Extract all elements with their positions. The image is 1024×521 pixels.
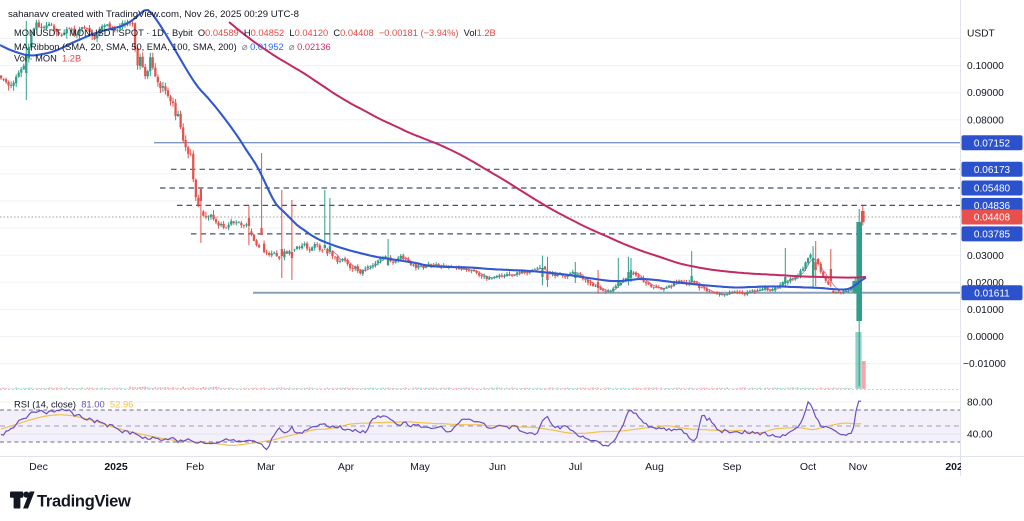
svg-text:Sep: Sep: [723, 461, 742, 473]
svg-text:Aug: Aug: [645, 461, 664, 473]
svg-text:Dec: Dec: [29, 461, 48, 473]
svg-text:0.03785: 0.03785: [974, 230, 1011, 241]
svg-text:0.01611: 0.01611: [974, 289, 1010, 300]
svg-text:0.07152: 0.07152: [974, 138, 1011, 149]
svg-text:0.10000: 0.10000: [967, 61, 1004, 72]
svg-text:40.00: 40.00: [967, 430, 993, 441]
svg-text:0.03000: 0.03000: [967, 251, 1004, 262]
svg-text:Jun: Jun: [489, 461, 506, 473]
svg-text:0.08000: 0.08000: [967, 115, 1004, 126]
svg-text:Mar: Mar: [257, 461, 276, 473]
svg-text:TradingView: TradingView: [37, 493, 131, 511]
svg-text:−0.01000: −0.01000: [963, 359, 1006, 370]
svg-text:sahanavv created with TradingV: sahanavv created with TradingView.com, N…: [8, 9, 299, 20]
svg-text:MONUSDT · MONUSDT SPOT · 1D ·: MONUSDT · MONUSDT SPOT · 1D · Bybit O0.0…: [14, 28, 496, 38]
svg-text:0.04408: 0.04408: [974, 213, 1011, 224]
svg-text:0.02000: 0.02000: [967, 278, 1004, 289]
svg-text:Apr: Apr: [338, 461, 355, 473]
svg-text:Jul: Jul: [569, 461, 582, 473]
svg-text:May: May: [410, 461, 431, 473]
svg-text:USDT: USDT: [967, 29, 995, 40]
svg-text:Vol · MON 1.2B: Vol · MON 1.2B: [14, 54, 81, 64]
svg-text:2025: 2025: [104, 461, 128, 473]
svg-text:0.04836: 0.04836: [974, 201, 1011, 212]
svg-text:RSI (14, close) 81.00 52.96: RSI (14, close) 81.00 52.96: [14, 399, 133, 410]
svg-text:0.09000: 0.09000: [967, 88, 1004, 99]
svg-text:0.00000: 0.00000: [967, 332, 1004, 343]
svg-text:Nov: Nov: [849, 461, 868, 473]
svg-text:80.00: 80.00: [967, 398, 993, 409]
svg-text:0.06173: 0.06173: [974, 165, 1011, 176]
svg-text:MA Ribbon (SMA, 20, SMA, 50, E: MA Ribbon (SMA, 20, SMA, 50, EMA, 100, S…: [14, 42, 331, 52]
svg-text:0.01000: 0.01000: [967, 305, 1004, 316]
svg-text:0.05480: 0.05480: [974, 184, 1011, 195]
svg-text:Feb: Feb: [186, 461, 204, 473]
svg-text:Oct: Oct: [800, 461, 816, 473]
